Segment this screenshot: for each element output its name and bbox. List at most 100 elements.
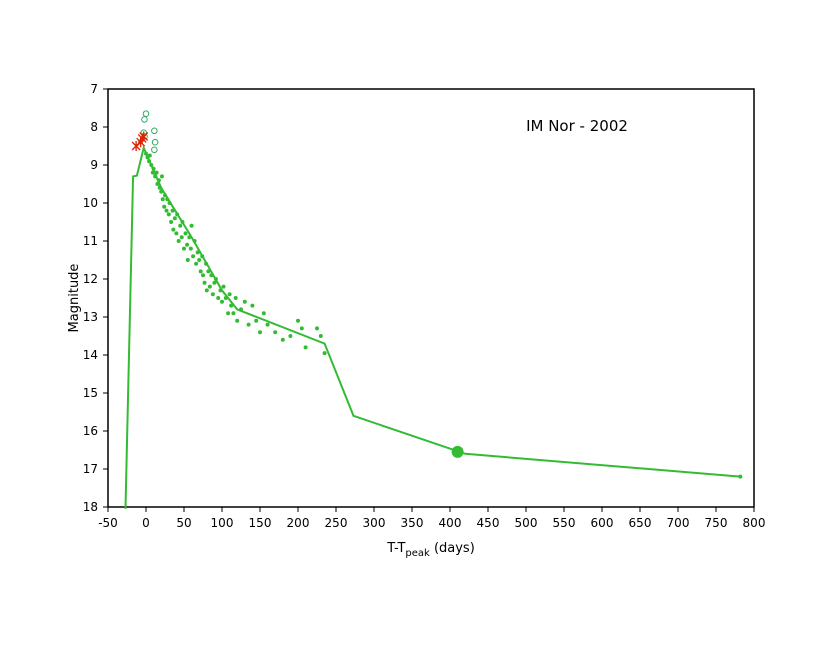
data-point — [151, 127, 158, 135]
x-tick-label: 50 — [176, 516, 191, 530]
y-tick-label: 8 — [90, 120, 98, 134]
data-point — [139, 131, 149, 142]
data-point — [207, 284, 212, 289]
data-point — [223, 296, 228, 300]
data-point — [176, 239, 181, 243]
data-point — [246, 322, 251, 327]
data-point — [250, 303, 255, 308]
data-point — [216, 296, 221, 300]
data-point — [192, 239, 197, 243]
data-point — [179, 235, 184, 240]
data-point — [227, 292, 232, 297]
data-point — [142, 110, 150, 117]
data-point — [162, 204, 167, 209]
plot-frame — [107, 88, 755, 508]
data-point — [171, 227, 176, 232]
data-point — [242, 299, 247, 304]
data-point — [175, 212, 180, 217]
x-tick-label: 100 — [211, 516, 234, 530]
data-point — [299, 326, 304, 331]
x-tick-label: 800 — [743, 516, 766, 530]
data-point — [204, 261, 209, 266]
data-point — [738, 474, 743, 479]
data-point — [198, 269, 203, 274]
data-point — [239, 307, 243, 312]
data-point — [221, 284, 226, 289]
x-label-suffix: (days) — [430, 541, 475, 556]
data-point — [151, 166, 156, 171]
y-tick-label: 12 — [83, 272, 98, 286]
data-point — [218, 288, 223, 293]
data-point — [273, 330, 278, 335]
data-point — [233, 296, 238, 300]
data-point — [172, 216, 177, 221]
data-point — [151, 146, 158, 154]
data-point — [204, 288, 209, 293]
x-axis-label: T-Tpeak (days) — [386, 541, 475, 559]
data-point — [191, 254, 196, 259]
data-point — [451, 445, 464, 458]
data-point — [150, 170, 155, 175]
data-point — [159, 174, 164, 179]
data-point — [318, 334, 323, 338]
data-point — [144, 151, 148, 156]
data-point — [159, 189, 164, 194]
data-point — [154, 170, 159, 175]
x-tick-label: 500 — [515, 516, 538, 530]
data-point — [280, 337, 285, 342]
data-point — [182, 246, 186, 251]
data-point — [156, 178, 161, 183]
y-tick-label: 11 — [83, 234, 98, 248]
data-point — [315, 326, 319, 331]
y-tick-label: 17 — [83, 462, 98, 476]
data-point — [226, 311, 231, 316]
data-point — [160, 197, 165, 202]
x-tick-label: 550 — [553, 516, 576, 530]
x-tick-label: 0 — [142, 516, 150, 530]
data-point — [296, 318, 300, 323]
data-point — [167, 201, 172, 205]
x-tick-label: 350 — [401, 516, 424, 530]
x-tick-label: 700 — [667, 516, 690, 530]
x-tick-label: 650 — [629, 516, 652, 530]
data-point — [303, 345, 308, 350]
data-point — [229, 303, 234, 308]
data-point — [212, 280, 217, 285]
annotation: IM Nor - 2002 — [526, 117, 628, 135]
y-tick-label: 7 — [90, 82, 98, 96]
data-point — [185, 258, 190, 262]
x-label-sub: peak — [405, 548, 430, 559]
data-point — [147, 153, 152, 158]
data-point — [213, 277, 218, 281]
y-tick-label: 15 — [83, 386, 98, 400]
data-point — [200, 254, 205, 259]
x-tick-label: 250 — [325, 516, 348, 530]
data-point — [288, 334, 293, 338]
data-point — [153, 174, 158, 179]
data-point — [141, 116, 148, 123]
data-point — [174, 231, 179, 236]
x-tick-label: 300 — [363, 516, 386, 530]
data-point — [258, 330, 262, 335]
data-point — [206, 269, 211, 274]
x-tick-label: 750 — [705, 516, 728, 530]
data-point — [157, 185, 162, 190]
data-point — [202, 280, 207, 285]
y-tick-label: 14 — [83, 348, 98, 362]
data-point — [210, 292, 215, 297]
data-point — [149, 163, 154, 167]
y-axis-label: Magnitude — [67, 264, 82, 333]
data-point — [235, 318, 240, 323]
x-tick-label: -50 — [98, 516, 118, 530]
data-point — [201, 273, 205, 278]
data-point — [163, 193, 167, 198]
data-point — [220, 299, 224, 304]
data-point — [231, 311, 236, 316]
data-point — [183, 231, 188, 236]
data-point — [188, 246, 193, 251]
model-line — [124, 144, 741, 509]
data-point — [265, 322, 270, 327]
x-tick-label: 600 — [591, 516, 614, 530]
data-point — [195, 250, 200, 255]
data-point — [185, 242, 190, 247]
